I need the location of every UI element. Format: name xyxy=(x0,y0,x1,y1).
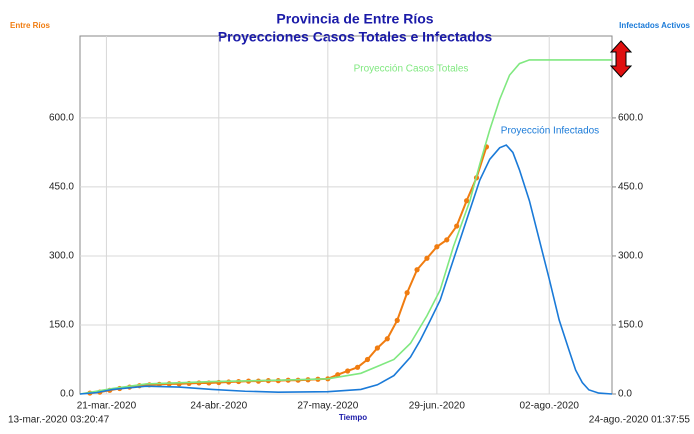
data-point xyxy=(196,380,202,386)
data-point xyxy=(464,198,470,204)
data-point xyxy=(394,317,400,323)
series-line xyxy=(79,144,613,395)
data-point xyxy=(335,372,341,378)
y2-axis-label: Infectados Activos xyxy=(619,21,690,30)
y2-tick-label: 300.0 xyxy=(618,251,643,262)
plot-area xyxy=(79,35,613,395)
y2-tick-label: 150.0 xyxy=(618,320,643,331)
y2-tick-label: 450.0 xyxy=(618,182,643,193)
x-tick-label: 29-jun.-2020 xyxy=(409,401,466,412)
y-tick-label: 600.0 xyxy=(49,113,74,124)
scale-arrow xyxy=(609,40,633,78)
x-axis-label: Tiempo xyxy=(339,413,367,422)
y-tick-label: 450.0 xyxy=(49,182,74,193)
legend-label: Proyección Infectados xyxy=(501,126,599,137)
x-tick-label: 02-ago.-2020 xyxy=(519,401,579,412)
data-point xyxy=(354,364,361,370)
data-point xyxy=(384,336,390,342)
data-point xyxy=(414,267,420,273)
start-label: 13-mar.-2020 03:20:47 xyxy=(8,415,110,426)
x-tick-label: 24-abr.-2020 xyxy=(190,401,247,412)
y2-tick-label: 600.0 xyxy=(618,113,643,124)
series-line xyxy=(79,59,612,395)
x-tick-label: 21-mar.-2020 xyxy=(77,401,137,412)
end-label: 24-ago.-2020 01:37:55 xyxy=(589,415,691,426)
y2-tick-label: 0.0 xyxy=(618,389,632,400)
data-point xyxy=(345,368,351,374)
legend-label: Proyección Casos Totales xyxy=(354,64,469,75)
data-point xyxy=(374,345,380,351)
y-tick-label: 150.0 xyxy=(49,320,74,331)
legend-label: Entre Ríos xyxy=(10,21,51,30)
data-point xyxy=(444,237,450,243)
data-point xyxy=(364,356,371,363)
y-tick-label: 300.0 xyxy=(49,251,74,262)
data-point xyxy=(404,290,410,296)
data-point xyxy=(454,223,460,229)
chart-subtitle: Proyecciones Casos Totales e Infectados xyxy=(218,29,493,45)
x-tick-label: 27-may.-2020 xyxy=(297,401,358,412)
y-tick-label: 0.0 xyxy=(60,389,74,400)
chart-title: Provincia de Entre Ríos xyxy=(276,11,433,27)
data-point xyxy=(434,244,440,250)
data-point xyxy=(424,255,430,261)
